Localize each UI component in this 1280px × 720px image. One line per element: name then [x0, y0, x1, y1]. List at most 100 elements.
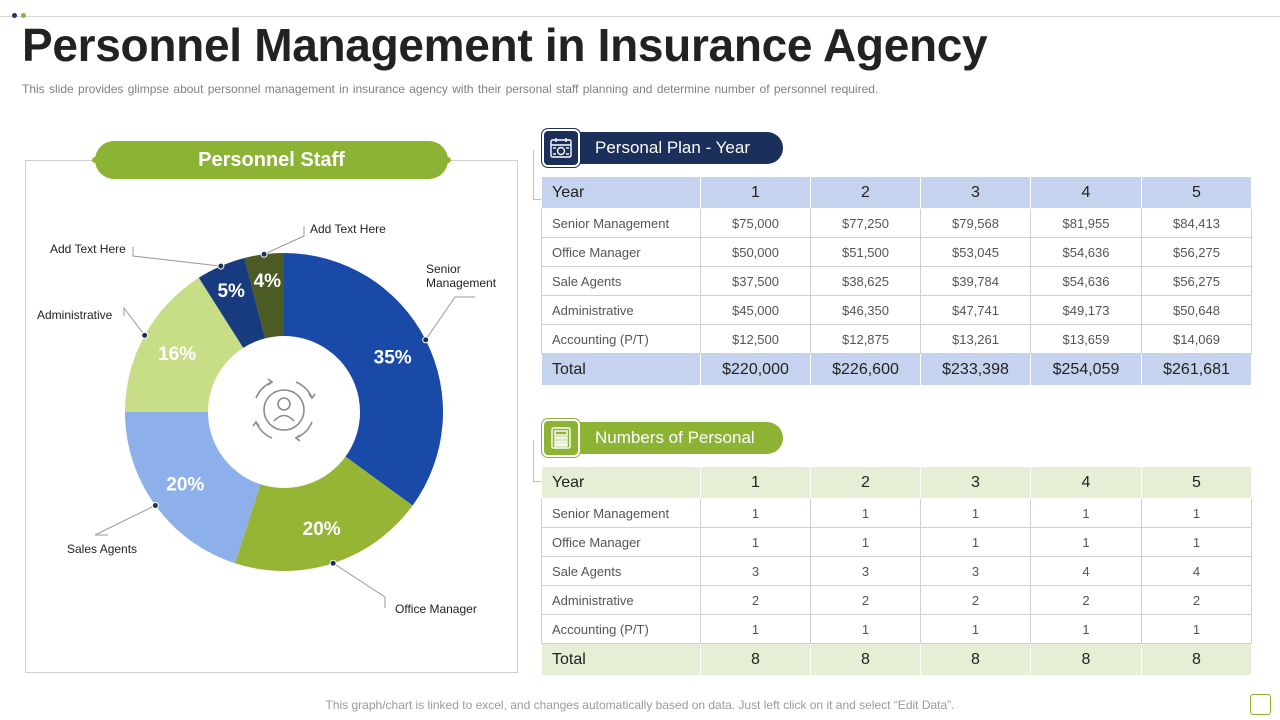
plan-cell: $47,741 [920, 295, 1031, 325]
plan-row: Sale Agents $37,500 $38,625 $39,784 $54,636 $… [541, 266, 1252, 296]
numbers-cell: 1 [1030, 527, 1142, 557]
numbers-cell: 8 [1030, 643, 1142, 676]
numbers-cell: Senior Management [541, 498, 701, 528]
page-subtitle: This slide provides glimpse about person… [22, 82, 879, 96]
numbers-total-row: Total 8 8 8 8 8 [541, 643, 1252, 676]
plan-cell: $49,173 [1030, 295, 1142, 325]
plan-cell: $254,059 [1030, 353, 1142, 386]
plan-header-row: Year 1 2 3 4 5 [541, 176, 1252, 209]
numbers-cell: 1 [920, 498, 1031, 528]
numbers-cell: 4 [1030, 556, 1142, 586]
plan-cell: 4 [1030, 176, 1142, 209]
numbers-cell: Accounting (P/T) [541, 614, 701, 644]
plan-cell: $37,500 [700, 266, 811, 296]
numbers-cell: 5 [1141, 466, 1252, 499]
plan-row: Senior Management $75,000 $77,250 $79,568 $8… [541, 208, 1252, 238]
numbers-cell: 4 [1141, 556, 1252, 586]
plan-cell: 3 [920, 176, 1031, 209]
plan-table: Year 1 2 3 4 5 Senior Management $75,000 $77,250… [541, 176, 1252, 386]
numbers-cell: Sale Agents [541, 556, 701, 586]
calendar-money-icon [542, 129, 580, 167]
numbers-cell: 1 [700, 498, 811, 528]
numbers-cell: 3 [810, 556, 921, 586]
chart-panel [25, 160, 518, 673]
numbers-section-header: Numbers of Personal [543, 422, 783, 454]
plan-connector [533, 150, 542, 200]
plan-cell: $54,636 [1030, 266, 1142, 296]
numbers-cell: 2 [1141, 585, 1252, 615]
plan-cell: $51,500 [810, 237, 921, 267]
plan-cell: $12,875 [810, 324, 921, 354]
numbers-cell: 1 [1141, 527, 1252, 557]
numbers-cell: 2 [920, 585, 1031, 615]
numbers-cell: 2 [810, 585, 921, 615]
numbers-cell: Year [541, 466, 701, 499]
numbers-cell: Administrative [541, 585, 701, 615]
plan-cell: Office Manager [541, 237, 701, 267]
plan-cell: Administrative [541, 295, 701, 325]
calculator-icon [542, 419, 580, 457]
plan-cell: $233,398 [920, 353, 1031, 386]
numbers-cell: 1 [700, 614, 811, 644]
plan-cell: $12,500 [700, 324, 811, 354]
numbers-cell: 1 [1141, 614, 1252, 644]
numbers-cell: 4 [1030, 466, 1142, 499]
plan-cell: $50,648 [1141, 295, 1252, 325]
numbers-row: Office Manager 1 1 1 1 1 [541, 527, 1252, 557]
plan-cell: $45,000 [700, 295, 811, 325]
numbers-row: Administrative 2 2 2 2 2 [541, 585, 1252, 615]
numbers-header-row: Year 1 2 3 4 5 [541, 466, 1252, 499]
plan-cell: Year [541, 176, 701, 209]
plan-cell: 1 [700, 176, 811, 209]
plan-cell: 2 [810, 176, 921, 209]
numbers-cell: 2 [1030, 585, 1142, 615]
plan-cell: Sale Agents [541, 266, 701, 296]
chart-title-pill: Personnel Staff [95, 141, 448, 179]
plan-cell: $46,350 [810, 295, 921, 325]
numbers-table: Year 1 2 3 4 5 Senior Management 1 1 1 1 1 Office Ma… [541, 466, 1252, 676]
decor-dot-green [21, 13, 26, 18]
numbers-cell: 1 [700, 466, 811, 499]
plan-cell: $39,784 [920, 266, 1031, 296]
slide-corner-box [1250, 694, 1271, 715]
numbers-row: Accounting (P/T) 1 1 1 1 1 [541, 614, 1252, 644]
numbers-cell: 3 [920, 556, 1031, 586]
plan-cell: $81,955 [1030, 208, 1142, 238]
plan-cell: 5 [1141, 176, 1252, 209]
numbers-cell: 2 [700, 585, 811, 615]
page-title: Personnel Management in Insurance Agency [22, 19, 988, 71]
numbers-cell: 8 [920, 643, 1031, 676]
numbers-row: Sale Agents 3 3 3 4 4 [541, 556, 1252, 586]
numbers-cell: 8 [1141, 643, 1252, 676]
numbers-cell: 1 [810, 498, 921, 528]
plan-cell: $54,636 [1030, 237, 1142, 267]
footer-note: This graph/chart is linked to excel, and… [325, 698, 955, 712]
numbers-cell: 1 [1141, 498, 1252, 528]
plan-cell: $75,000 [700, 208, 811, 238]
plan-row: Administrative $45,000 $46,350 $47,741 $49,1… [541, 295, 1252, 325]
plan-row: Office Manager $50,000 $51,500 $53,045 $54,6… [541, 237, 1252, 267]
plan-cell: Total [541, 353, 701, 386]
plan-cell: Accounting (P/T) [541, 324, 701, 354]
plan-total-row: Total $220,000 $226,600 $233,398 $254,059 $26… [541, 353, 1252, 386]
plan-cell: $56,275 [1141, 266, 1252, 296]
numbers-cell: 1 [810, 614, 921, 644]
plan-cell: $13,261 [920, 324, 1031, 354]
plan-cell: $220,000 [700, 353, 811, 386]
numbers-cell: 8 [700, 643, 811, 676]
numbers-cell: 8 [810, 643, 921, 676]
numbers-cell: 3 [700, 556, 811, 586]
plan-cell: Senior Management [541, 208, 701, 238]
numbers-cell: 1 [920, 614, 1031, 644]
numbers-cell: 3 [920, 466, 1031, 499]
plan-cell: $50,000 [700, 237, 811, 267]
plan-cell: $77,250 [810, 208, 921, 238]
decor-dot-navy [12, 13, 17, 18]
plan-row: Accounting (P/T) $12,500 $12,875 $13,261 $13… [541, 324, 1252, 354]
numbers-cell: 1 [920, 527, 1031, 557]
plan-cell: $38,625 [810, 266, 921, 296]
numbers-cell: 1 [1030, 498, 1142, 528]
numbers-cell: 1 [700, 527, 811, 557]
numbers-cell: 2 [810, 466, 921, 499]
plan-cell: $84,413 [1141, 208, 1252, 238]
